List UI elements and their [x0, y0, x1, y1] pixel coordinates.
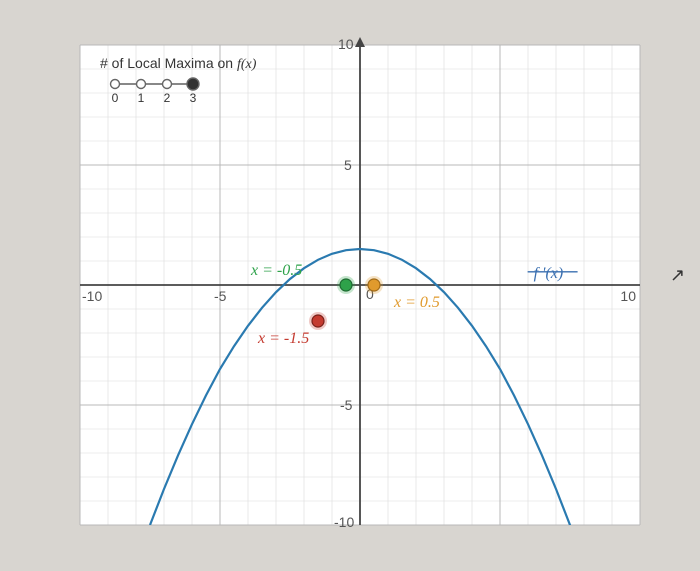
marker-label: x = 0.5 — [393, 294, 440, 311]
axis-label: 10 — [620, 288, 636, 304]
slider-tick-label: 3 — [190, 91, 197, 105]
marker-point[interactable] — [368, 279, 380, 291]
cursor-icon: ↖ — [670, 265, 685, 286]
marker-point[interactable] — [340, 279, 352, 291]
slider-dot[interactable] — [137, 80, 146, 89]
graph-svg: -10 -5 10 10 5 -5 -10 0 f '(x) x = -1.5 x = -0.5 x … — [20, 20, 700, 551]
marker-label: x = -1.5 — [257, 330, 309, 347]
curve-label: f '(x) — [534, 265, 564, 282]
slider-tick-label: 2 — [164, 91, 171, 105]
slider-dot[interactable] — [163, 80, 172, 89]
marker-point[interactable] — [312, 315, 324, 327]
axis-label: 5 — [344, 157, 352, 173]
slider-title: # of Local Maxima on f(x) — [100, 55, 257, 72]
marker-label: x = -0.5 — [250, 262, 302, 279]
y-axis-arrow — [355, 37, 365, 47]
slider-tick-label: 0 — [112, 91, 119, 105]
slider-dot[interactable] — [187, 78, 199, 90]
slider-tick-label: 1 — [138, 91, 145, 105]
axis-label: -5 — [214, 288, 227, 304]
axis-label: -10 — [82, 288, 102, 304]
slider-dot[interactable] — [111, 80, 120, 89]
axis-label: -5 — [340, 397, 353, 413]
chart-container: -10 -5 10 10 5 -5 -10 0 f '(x) x = -1.5 x = -0.5 x … — [20, 20, 700, 551]
axis-label: 10 — [338, 36, 354, 52]
axis-label: -10 — [334, 514, 354, 530]
